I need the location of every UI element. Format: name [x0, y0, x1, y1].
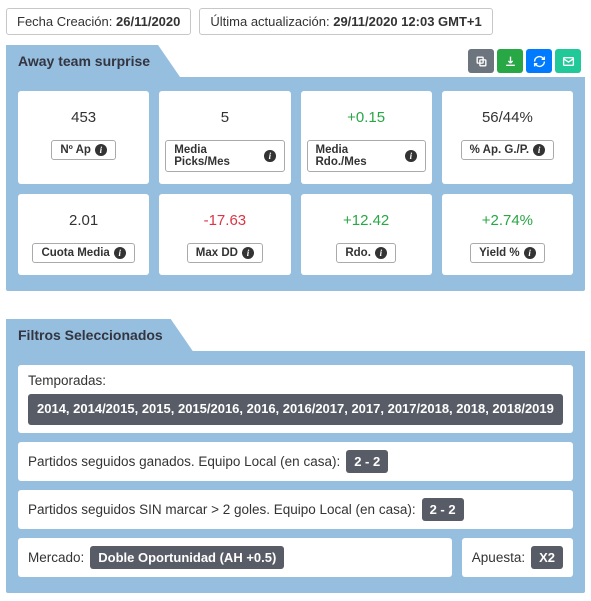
stats-panel: Away team surprise 453 Nº Ap i 5 Media Picks… [6, 45, 585, 291]
stat-label: Cuota Media [41, 247, 109, 259]
stat-label-box[interactable]: Rdo. i [336, 243, 396, 263]
filter-goals-streak: Partidos seguidos SIN marcar > 2 goles. … [18, 490, 573, 529]
update-date-label: Última actualización: [210, 14, 329, 29]
update-date-box: Última actualización: 29/11/2020 12:03 G… [199, 8, 492, 35]
stat-card: 5 Media Picks/Mes i [159, 91, 290, 184]
creation-date-value: 26/11/2020 [116, 14, 180, 29]
filter-wins-streak-value: 2 - 2 [346, 450, 388, 473]
stat-value: 5 [221, 109, 229, 126]
action-buttons [468, 49, 585, 73]
stat-value: -17.63 [204, 212, 247, 229]
stat-label: Rdo. [345, 247, 371, 259]
info-icon: i [264, 150, 275, 162]
stat-label: Media Picks/Mes [174, 144, 260, 168]
stat-card: 453 Nº Ap i [18, 91, 149, 184]
filter-apuesta-value: X2 [531, 546, 563, 569]
stat-label: Max DD [196, 247, 238, 259]
filter-goals-streak-label: Partidos seguidos SIN marcar > 2 goles. … [28, 502, 416, 517]
stats-panel-title: Away team surprise [6, 45, 180, 77]
download-icon [504, 55, 517, 68]
stats-panel-body: 453 Nº Ap i 5 Media Picks/Mes i +0.15 Media Rdo… [6, 77, 585, 291]
stat-label: Nº Ap [60, 144, 91, 156]
stat-label-box[interactable]: Cuota Media i [32, 243, 134, 263]
stat-value: 2.01 [69, 212, 98, 229]
update-date-value: 29/11/2020 12:03 GMT+1 [333, 14, 482, 29]
stat-card: +2.74% Yield % i [442, 194, 573, 275]
mail-button[interactable] [555, 49, 581, 73]
stat-value: 453 [71, 109, 96, 126]
info-icon: i [405, 150, 417, 162]
stat-label-box[interactable]: Media Rdo./Mes i [307, 140, 426, 172]
filter-wins-streak: Partidos seguidos ganados. Equipo Local … [18, 442, 573, 481]
filter-market-row: Mercado: Doble Oportunidad (AH +0.5) Apu… [18, 538, 573, 577]
download-button[interactable] [497, 49, 523, 73]
stat-label-box[interactable]: Media Picks/Mes i [165, 140, 284, 172]
filter-wins-streak-label: Partidos seguidos ganados. Equipo Local … [28, 454, 340, 469]
filter-mercado-value: Doble Oportunidad (AH +0.5) [90, 546, 284, 569]
filter-mercado: Mercado: Doble Oportunidad (AH +0.5) [18, 538, 452, 577]
stat-label: Media Rdo./Mes [316, 144, 401, 168]
mail-icon [562, 55, 575, 68]
creation-date-label: Fecha Creación: [17, 14, 112, 29]
stat-label-box[interactable]: Yield % i [470, 243, 544, 263]
filter-goals-streak-value: 2 - 2 [422, 498, 464, 521]
stat-label-box[interactable]: Nº Ap i [51, 140, 116, 160]
info-icon: i [533, 144, 545, 156]
stat-value: +2.74% [482, 212, 533, 229]
copy-icon [475, 55, 488, 68]
info-icon: i [375, 247, 387, 259]
filters-panel: Filtros Seleccionados Temporadas: 2014, … [6, 319, 585, 593]
filter-apuesta-label: Apuesta: [472, 550, 525, 565]
info-icon: i [95, 144, 107, 156]
copy-button[interactable] [468, 49, 494, 73]
filters-panel-title: Filtros Seleccionados [6, 319, 193, 351]
stat-label-box[interactable]: % Ap. G./P. i [461, 140, 554, 160]
info-icon: i [242, 247, 254, 259]
stats-panel-header: Away team surprise [6, 45, 585, 77]
stat-card: 56/44% % Ap. G./P. i [442, 91, 573, 184]
stat-card: 2.01 Cuota Media i [18, 194, 149, 275]
stat-label: Yield % [479, 247, 519, 259]
filter-seasons: Temporadas: 2014, 2014/2015, 2015, 2015/… [18, 365, 573, 433]
refresh-icon [533, 55, 546, 68]
stat-label: % Ap. G./P. [470, 144, 529, 156]
stat-card: +12.42 Rdo. i [301, 194, 432, 275]
stat-value: +12.42 [343, 212, 389, 229]
stat-value: 56/44% [482, 109, 533, 126]
stat-card: +0.15 Media Rdo./Mes i [301, 91, 432, 184]
stats-grid: 453 Nº Ap i 5 Media Picks/Mes i +0.15 Media Rdo… [18, 91, 573, 275]
filters-panel-header: Filtros Seleccionados [6, 319, 585, 351]
info-icon: i [114, 247, 126, 259]
filter-group: Temporadas: 2014, 2014/2015, 2015, 2015/… [18, 365, 573, 577]
info-icon: i [524, 247, 536, 259]
filter-seasons-value: 2014, 2014/2015, 2015, 2015/2016, 2016, … [28, 394, 563, 425]
stat-card: -17.63 Max DD i [159, 194, 290, 275]
filter-seasons-label: Temporadas: [28, 373, 563, 388]
stat-value: +0.15 [347, 109, 385, 126]
stat-label-box[interactable]: Max DD i [187, 243, 263, 263]
creation-date-box: Fecha Creación: 26/11/2020 [6, 8, 191, 35]
refresh-button[interactable] [526, 49, 552, 73]
filters-panel-body: Temporadas: 2014, 2014/2015, 2015, 2015/… [6, 351, 585, 593]
filter-mercado-label: Mercado: [28, 550, 84, 565]
meta-row: Fecha Creación: 26/11/2020 Última actual… [6, 8, 585, 35]
filter-apuesta: Apuesta: X2 [462, 538, 573, 577]
